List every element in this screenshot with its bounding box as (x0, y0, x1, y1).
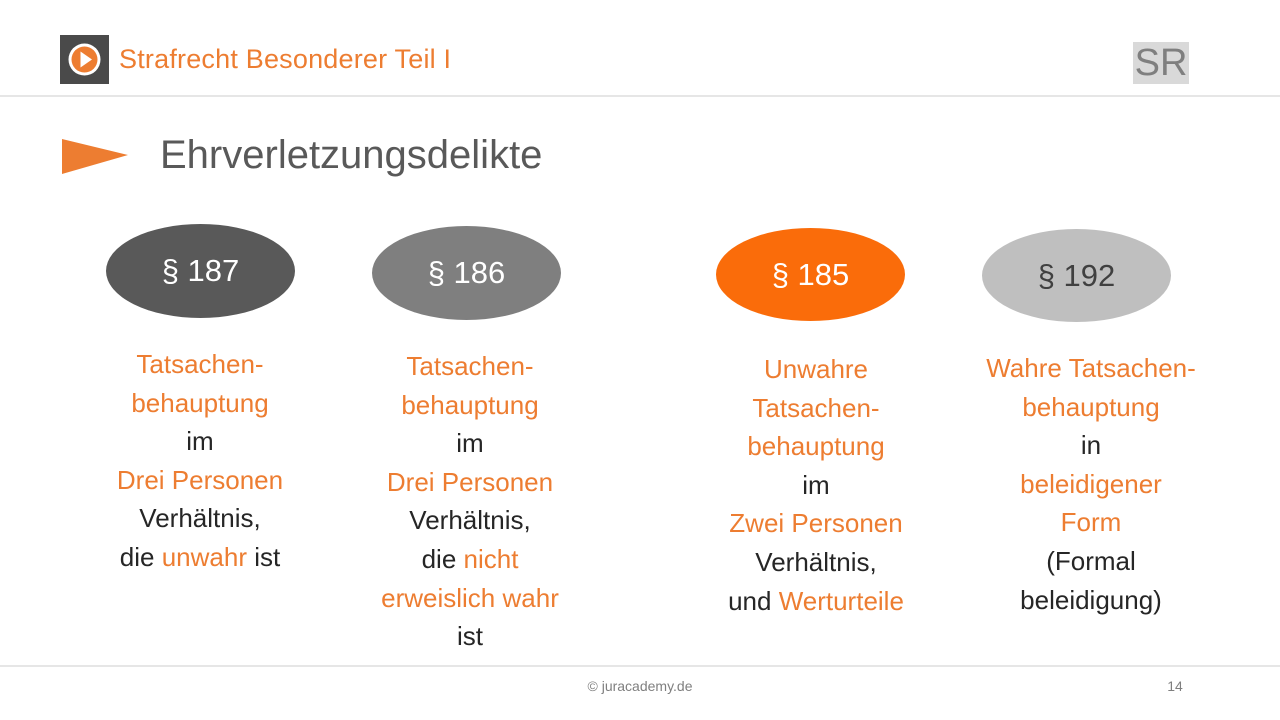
plain-text: die (119, 541, 162, 572)
description-line: erweislich wahr (345, 579, 595, 618)
description-line: behauptung (960, 388, 1222, 427)
plain-text: beleidigung) (1020, 584, 1162, 615)
description-192: Wahre Tatsachen-behauptung in beleidigener… (960, 349, 1222, 619)
paragraph-badge-185: § 185 (716, 228, 905, 321)
description-line: beleidigung) (960, 581, 1222, 620)
description-line: Tatsachen- (80, 345, 320, 384)
description-line: in (960, 426, 1222, 465)
description-line: Zwei Personen (690, 504, 942, 543)
paragraph-badge-187: § 187 (106, 224, 295, 318)
plain-text: die (421, 543, 464, 574)
plain-text: und (728, 585, 779, 616)
header-divider (0, 95, 1280, 97)
description-line: im (690, 466, 942, 505)
course-title: Strafrecht Besonderer Teil I (119, 44, 452, 74)
triangle-pointer-icon (62, 139, 128, 174)
paragraph-badge-label: § 185 (771, 256, 850, 292)
paragraph-badge-label: § 192 (1037, 257, 1116, 293)
page-number: 14 (1167, 678, 1183, 694)
description-line: die unwahr ist (80, 538, 320, 577)
highlighted-term: nicht (463, 543, 519, 574)
plain-text: Verhältnis, (755, 546, 877, 577)
page-heading: Ehrverletzungsdelikte (160, 133, 543, 177)
description-line: behauptung (690, 427, 942, 466)
highlighted-term: behauptung (131, 387, 269, 418)
highlighted-term: Zwei Personen (729, 508, 903, 539)
highlighted-term: behauptung (401, 389, 539, 420)
plain-text: im (456, 428, 484, 459)
highlighted-term: Drei Personen (386, 466, 554, 497)
plain-text: Verhältnis, (409, 505, 531, 536)
plain-text: ist (246, 541, 281, 572)
highlighted-term: erweislich wahr (381, 582, 559, 613)
footer-divider (0, 665, 1280, 667)
highlighted-term: behauptung (747, 431, 885, 462)
highlighted-term: Unwahre (763, 354, 869, 384)
highlighted-term: beleidigener (1020, 468, 1162, 499)
course-logo (60, 35, 109, 84)
description-line: Drei Personen (345, 463, 595, 502)
paragraph-badge-label: § 186 (427, 255, 506, 290)
description-line: im (80, 422, 320, 461)
highlighted-term: Tatsachen- (136, 349, 264, 379)
description-line: Tatsachen- (345, 347, 595, 386)
paragraph-badge-186: § 186 (372, 226, 561, 320)
description-line: behauptung (345, 386, 595, 425)
description-line: ist (345, 617, 595, 656)
description-line: Tatsachen- (690, 389, 942, 428)
description-line: Verhältnis, (690, 543, 942, 582)
description-line: Drei Personen (80, 461, 320, 500)
highlighted-term: Drei Personen (116, 464, 284, 495)
highlighted-term: unwahr (161, 541, 247, 572)
plain-text: im (186, 426, 214, 457)
description-186: Tatsachen-behauptung im Drei Personen Verhä… (345, 347, 595, 656)
description-line: Unwahre (690, 350, 942, 389)
sr-badge: SR (1133, 42, 1189, 84)
highlighted-term: Tatsachen- (752, 392, 880, 423)
description-line: beleidigener (960, 465, 1222, 504)
description-line: (Formal (960, 542, 1222, 581)
highlighted-term: Form (1060, 507, 1122, 538)
plain-text: ist (457, 621, 483, 652)
highlighted-term: Tatsachen- (406, 351, 534, 381)
plain-text: Verhältnis, (139, 503, 261, 534)
plain-text: im (802, 469, 830, 500)
paragraph-badge-label: § 187 (161, 253, 240, 288)
highlighted-term: Wahre Tatsachen- (986, 353, 1196, 383)
footer-copyright: © juracademy.de (587, 678, 693, 694)
description-line: Verhältnis, (345, 501, 595, 540)
description-line: die nicht (345, 540, 595, 579)
paragraph-badge-192: § 192 (982, 229, 1171, 322)
description-line: Form (960, 503, 1222, 542)
plain-text: (Formal (1046, 545, 1136, 576)
highlighted-term: Werturteile (778, 585, 904, 616)
description-line: behauptung (80, 384, 320, 423)
highlighted-term: behauptung (1022, 391, 1160, 422)
description-187: Tatsachen-behauptung im Drei Personen Verhä… (80, 345, 320, 577)
description-185: Unwahre Tatsachen-behauptung im Zwei Person… (690, 350, 942, 620)
description-line: Wahre Tatsachen- (960, 349, 1222, 388)
description-line: und Werturteile (690, 582, 942, 621)
description-line: Verhältnis, (80, 499, 320, 538)
plain-text: in (1080, 430, 1102, 461)
description-line: im (345, 424, 595, 463)
play-circle-icon (68, 43, 101, 76)
